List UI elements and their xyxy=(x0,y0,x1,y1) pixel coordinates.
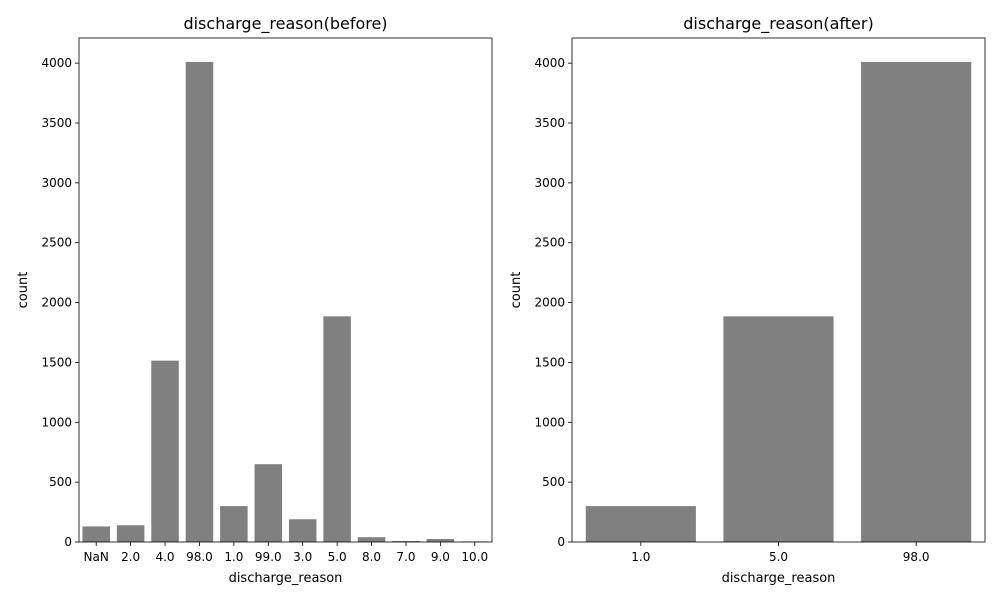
x-tick-label: 7.0 xyxy=(396,550,415,564)
bar-99.0 xyxy=(254,464,283,542)
bar-1.0 xyxy=(220,506,248,542)
y-tick-label: 3500 xyxy=(41,116,72,130)
chart-title: discharge_reason(before) xyxy=(183,14,387,34)
x-tick-label: 10.0 xyxy=(461,550,488,564)
chart-before: 0 500 1000 1500 2000 2500 3000 3500 4000 NaN 2.0 4.… xyxy=(16,14,493,586)
y-tick-label: 500 xyxy=(542,475,565,489)
bar-8.0 xyxy=(357,537,386,542)
x-tick-label: 98.0 xyxy=(186,550,213,564)
y-tick-label: 2000 xyxy=(41,296,72,310)
y-tick-label: 1500 xyxy=(41,355,72,369)
y-tick-label: 1000 xyxy=(534,415,565,429)
y-tick-label: 500 xyxy=(49,475,72,489)
chart-after: 0 500 1000 1500 2000 2500 3000 3500 4000 1.0 5.0 98… xyxy=(509,14,986,586)
y-tick-label: 3000 xyxy=(534,176,565,190)
bar-4.0 xyxy=(151,360,179,542)
x-tick-label: NaN xyxy=(84,550,109,564)
x-tick-label: 98.0 xyxy=(903,550,930,564)
y-tick-label: 2500 xyxy=(534,236,565,250)
bar-5.0 xyxy=(323,316,351,542)
x-tick-label: 8.0 xyxy=(362,550,381,564)
bar-98.0 xyxy=(185,61,214,542)
chart-title: discharge_reason(after) xyxy=(683,14,873,34)
x-tick-label: 5.0 xyxy=(769,550,788,564)
bar-2.0 xyxy=(116,525,145,542)
plot-frame xyxy=(78,37,493,543)
x-tick-label: 9.0 xyxy=(431,550,450,564)
x-tick-label: 3.0 xyxy=(293,550,312,564)
bar-98.0 xyxy=(861,61,972,542)
bar-9.0 xyxy=(426,539,455,542)
y-tick-label: 2000 xyxy=(534,296,565,310)
y-tick-label: 0 xyxy=(64,535,72,549)
y-axis-label: count xyxy=(509,272,524,309)
y-tick-label: 1500 xyxy=(534,355,565,369)
x-tick-label: 1.0 xyxy=(631,550,650,564)
x-tick-label: 4.0 xyxy=(155,550,174,564)
y-tick-label: 3000 xyxy=(41,176,72,190)
x-tick-label: 99.0 xyxy=(255,550,282,564)
bar-7.0 xyxy=(392,541,420,542)
y-tick-label: 4000 xyxy=(534,56,565,70)
y-tick-label: 3500 xyxy=(534,116,565,130)
y-tick-label: 0 xyxy=(557,535,565,549)
bar-5.0 xyxy=(723,316,834,542)
bar-NaN xyxy=(82,526,110,542)
bar-3.0 xyxy=(288,519,317,542)
y-tick-label: 2500 xyxy=(41,236,72,250)
y-tick-label: 4000 xyxy=(41,56,72,70)
y-axis-label: count xyxy=(16,272,31,309)
x-axis-label: discharge_reason xyxy=(229,571,343,586)
y-tick-label: 1000 xyxy=(41,415,72,429)
x-tick-label: 5.0 xyxy=(328,550,347,564)
x-tick-label: 1.0 xyxy=(224,550,243,564)
plot-frame xyxy=(571,37,986,543)
x-axis-label: discharge_reason xyxy=(722,571,836,586)
x-tick-label: 2.0 xyxy=(121,550,140,564)
bar-1.0 xyxy=(585,506,696,542)
